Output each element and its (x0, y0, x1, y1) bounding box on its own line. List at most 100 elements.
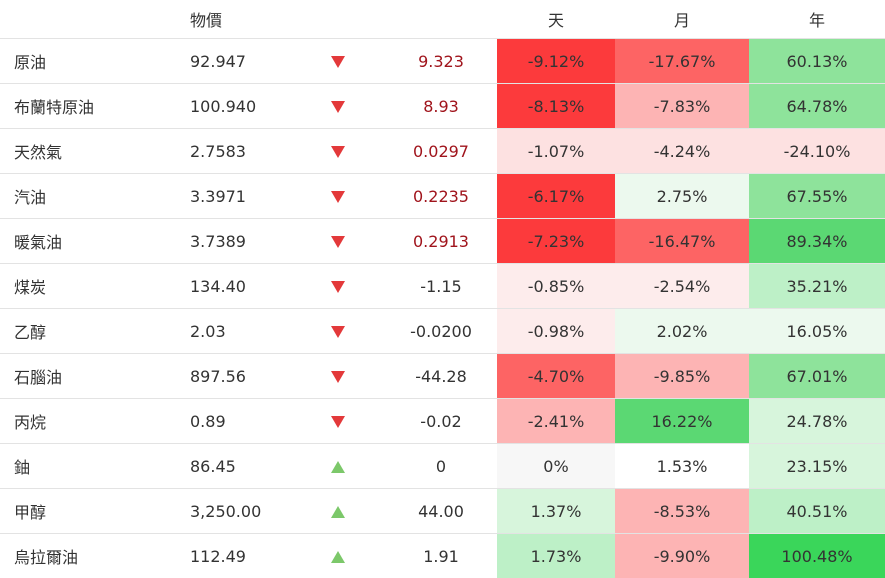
year-change: 64.78% (749, 84, 885, 129)
month-change: -4.24% (615, 129, 749, 174)
year-change: 100.48% (749, 534, 885, 578)
month-change: -8.53% (615, 489, 749, 534)
triangle-up-icon (331, 461, 345, 473)
year-change: 23.15% (749, 444, 885, 489)
commodity-name[interactable]: 汽油 (0, 174, 190, 219)
header-name[interactable] (0, 0, 190, 39)
month-change: 2.02% (615, 309, 749, 354)
commodity-change: 0.0297 (385, 129, 497, 174)
commodity-name[interactable]: 天然氣 (0, 129, 190, 174)
commodity-change: -0.02 (385, 399, 497, 444)
direction-cell (290, 174, 385, 219)
commodity-price: 2.03 (190, 309, 290, 354)
commodity-name[interactable]: 鈾 (0, 444, 190, 489)
commodity-price: 134.40 (190, 264, 290, 309)
triangle-down-icon (331, 326, 345, 338)
month-change: 1.53% (615, 444, 749, 489)
month-change: -17.67% (615, 39, 749, 84)
day-change: 1.73% (497, 534, 615, 578)
day-change: -2.41% (497, 399, 615, 444)
header-change[interactable] (385, 0, 497, 39)
day-change: -4.70% (497, 354, 615, 399)
direction-cell (290, 444, 385, 489)
day-change: -6.17% (497, 174, 615, 219)
triangle-down-icon (331, 371, 345, 383)
header-year[interactable]: 年 (749, 0, 885, 39)
commodity-change: 0.2235 (385, 174, 497, 219)
direction-cell (290, 489, 385, 534)
direction-cell (290, 129, 385, 174)
day-change: 1.37% (497, 489, 615, 534)
year-change: 67.55% (749, 174, 885, 219)
header-month[interactable]: 月 (615, 0, 749, 39)
direction-cell (290, 534, 385, 578)
commodity-price: 3.3971 (190, 174, 290, 219)
triangle-up-icon (331, 551, 345, 563)
month-change: 16.22% (615, 399, 749, 444)
month-change: -7.83% (615, 84, 749, 129)
commodity-price: 86.45 (190, 444, 290, 489)
month-change: -9.90% (615, 534, 749, 578)
commodity-name[interactable]: 布蘭特原油 (0, 84, 190, 129)
month-change: -16.47% (615, 219, 749, 264)
commodity-price: 92.947 (190, 39, 290, 84)
triangle-down-icon (331, 146, 345, 158)
day-change: -9.12% (497, 39, 615, 84)
year-change: 16.05% (749, 309, 885, 354)
commodity-name[interactable]: 烏拉爾油 (0, 534, 190, 578)
triangle-down-icon (331, 281, 345, 293)
commodity-name[interactable]: 石腦油 (0, 354, 190, 399)
triangle-down-icon (331, 416, 345, 428)
header-price[interactable]: 物價 (190, 0, 290, 39)
day-change: 0% (497, 444, 615, 489)
day-change: -8.13% (497, 84, 615, 129)
day-change: -0.85% (497, 264, 615, 309)
year-change: 40.51% (749, 489, 885, 534)
commodity-price: 3.7389 (190, 219, 290, 264)
commodity-price: 2.7583 (190, 129, 290, 174)
header-day[interactable]: 天 (497, 0, 615, 39)
year-change: 60.13% (749, 39, 885, 84)
triangle-down-icon (331, 56, 345, 68)
commodity-name[interactable]: 煤炭 (0, 264, 190, 309)
direction-cell (290, 354, 385, 399)
table-header-row: 物價 天 月 年 (0, 0, 885, 39)
year-change: -24.10% (749, 129, 885, 174)
commodity-change: -44.28 (385, 354, 497, 399)
year-change: 67.01% (749, 354, 885, 399)
commodity-change: 44.00 (385, 489, 497, 534)
month-change: -9.85% (615, 354, 749, 399)
commodity-name[interactable]: 甲醇 (0, 489, 190, 534)
triangle-down-icon (331, 101, 345, 113)
commodity-change: 8.93 (385, 84, 497, 129)
commodity-price: 112.49 (190, 534, 290, 578)
triangle-down-icon (331, 236, 345, 248)
triangle-up-icon (331, 506, 345, 518)
direction-cell (290, 399, 385, 444)
day-change: -7.23% (497, 219, 615, 264)
commodity-name[interactable]: 暖氣油 (0, 219, 190, 264)
commodity-name[interactable]: 原油 (0, 39, 190, 84)
commodity-price: 3,250.00 (190, 489, 290, 534)
day-change: -0.98% (497, 309, 615, 354)
commodity-change: -0.0200 (385, 309, 497, 354)
commodity-name[interactable]: 乙醇 (0, 309, 190, 354)
commodity-name[interactable]: 丙烷 (0, 399, 190, 444)
triangle-down-icon (331, 191, 345, 203)
month-change: 2.75% (615, 174, 749, 219)
direction-cell (290, 309, 385, 354)
